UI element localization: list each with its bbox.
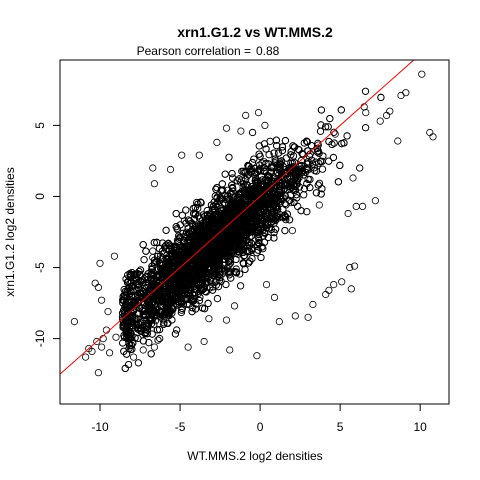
data-point xyxy=(134,359,142,367)
data-point xyxy=(331,130,339,138)
chart-title: xrn1.G1.2 vs WT.MMS.2 xyxy=(177,24,333,40)
data-point xyxy=(125,360,133,369)
chart-subtitle-label: Pearson correlation = xyxy=(137,44,251,58)
data-point xyxy=(288,227,296,235)
data-point xyxy=(316,127,325,135)
data-point xyxy=(300,191,308,199)
data-point xyxy=(197,199,205,207)
data-point xyxy=(343,132,351,140)
data-point xyxy=(225,153,233,161)
data-point xyxy=(318,165,327,173)
data-point xyxy=(213,294,221,303)
data-point xyxy=(356,164,364,172)
data-point xyxy=(255,142,263,150)
points-layer xyxy=(70,70,437,377)
data-point xyxy=(249,128,257,137)
data-point xyxy=(260,158,268,166)
data-point xyxy=(173,326,181,334)
chart-subtitle-value: 0.88 xyxy=(256,44,280,58)
data-point xyxy=(361,124,370,132)
data-point xyxy=(330,128,338,136)
data-point xyxy=(300,139,308,147)
data-point xyxy=(151,317,160,325)
data-point xyxy=(324,123,332,131)
data-point xyxy=(321,123,330,131)
data-point xyxy=(149,247,157,255)
